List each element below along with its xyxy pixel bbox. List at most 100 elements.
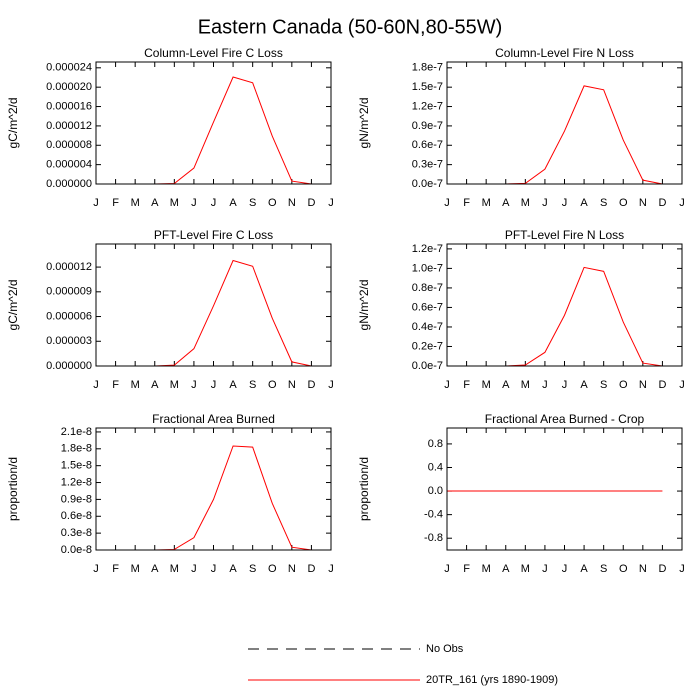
y-axis-label: gC/m^2/d [6, 98, 20, 149]
x-tick-label: S [249, 197, 256, 209]
x-tick-label: A [502, 197, 510, 209]
panel-title: Column-Level Fire N Loss [495, 46, 634, 60]
y-axis-label: proportion/d [6, 457, 20, 521]
x-tick-label: D [307, 379, 315, 391]
y-tick-label: 0.000006 [46, 310, 92, 322]
x-tick-label: N [288, 379, 296, 391]
x-tick-label: A [502, 379, 510, 391]
x-tick-label: O [619, 197, 628, 209]
x-tick-label: J [93, 197, 99, 209]
x-tick-label: J [542, 379, 548, 391]
y-tick-label: 0.000008 [46, 139, 92, 151]
x-tick-label: O [619, 379, 628, 391]
x-tick-label: F [112, 197, 119, 209]
y-axis-label: proportion/d [357, 457, 371, 521]
x-tick-label: J [191, 197, 197, 209]
y-tick-label: 0.4e-7 [412, 321, 443, 333]
x-tick-label: M [482, 563, 491, 575]
legend-label: 20TR_161 (yrs 1890-1909) [426, 674, 558, 686]
y-tick-label: 0.9e-7 [412, 120, 443, 132]
x-tick-label: S [249, 563, 256, 575]
x-tick-label: A [229, 197, 237, 209]
x-tick-label: A [151, 197, 159, 209]
x-tick-label: S [249, 379, 256, 391]
y-tick-label: 1.0e-7 [412, 262, 443, 274]
x-tick-label: M [131, 563, 140, 575]
x-tick-label: J [211, 197, 217, 209]
panel-title: Fractional Area Burned - Crop [485, 412, 645, 426]
x-tick-label: J [328, 563, 334, 575]
y-tick-label: 1.2e-7 [412, 243, 443, 255]
x-tick-label: M [521, 379, 530, 391]
y-tick-label: 0.000020 [46, 81, 92, 93]
x-tick-label: N [288, 563, 296, 575]
x-tick-label: J [562, 379, 568, 391]
x-tick-label: F [463, 563, 470, 575]
y-tick-label: 0.000024 [46, 62, 92, 74]
x-tick-label: A [502, 563, 510, 575]
x-tick-label: S [600, 197, 607, 209]
plot-frame [446, 427, 683, 551]
x-tick-label: D [307, 563, 315, 575]
x-tick-label: J [211, 379, 217, 391]
x-tick-label: M [170, 197, 179, 209]
x-tick-label: J [328, 379, 334, 391]
y-tick-label: 0.8 [428, 438, 443, 450]
x-tick-label: J [444, 197, 450, 209]
x-tick-label: A [580, 197, 588, 209]
y-axis-label: gN/m^2/d [357, 280, 371, 331]
x-tick-label: D [658, 379, 666, 391]
x-tick-label: J [679, 563, 685, 575]
x-tick-label: S [600, 563, 607, 575]
y-tick-label: 0.000009 [46, 286, 92, 298]
x-tick-label: F [112, 563, 119, 575]
x-tick-label: D [658, 563, 666, 575]
y-tick-label: 1.5e-7 [412, 81, 443, 93]
x-tick-label: O [268, 379, 277, 391]
y-tick-label: 0.000003 [46, 335, 92, 347]
data-line [96, 445, 312, 551]
x-tick-label: J [93, 563, 99, 575]
panel-title: Fractional Area Burned [152, 412, 275, 426]
x-tick-label: J [211, 563, 217, 575]
x-tick-label: M [521, 563, 530, 575]
data-line [447, 266, 663, 367]
main-title: Eastern Canada (50-60N,80-55W) [198, 16, 503, 38]
x-tick-label: J [562, 197, 568, 209]
data-line [96, 76, 312, 185]
x-tick-label: J [679, 197, 685, 209]
y-tick-label: 1.8e-8 [61, 443, 92, 455]
panel-title: PFT-Level Fire C Loss [154, 228, 273, 242]
y-tick-label: -0.4 [424, 509, 443, 521]
x-tick-label: O [268, 197, 277, 209]
x-tick-label: M [131, 379, 140, 391]
y-tick-label: 0.4 [428, 461, 443, 473]
x-tick-label: J [679, 379, 685, 391]
x-tick-label: A [229, 563, 237, 575]
x-tick-label: O [619, 563, 628, 575]
y-tick-label: 0.6e-7 [412, 301, 443, 313]
x-tick-label: A [580, 563, 588, 575]
x-tick-label: J [444, 379, 450, 391]
x-tick-label: J [93, 379, 99, 391]
y-tick-label: 1.8e-7 [412, 62, 443, 74]
y-tick-label: 0.0 [428, 485, 443, 497]
data-line [96, 259, 312, 367]
x-tick-label: F [463, 197, 470, 209]
x-tick-label: M [482, 379, 491, 391]
y-tick-label: 0.000012 [46, 120, 92, 132]
x-tick-label: J [562, 563, 568, 575]
x-tick-label: A [151, 563, 159, 575]
x-tick-label: O [268, 563, 277, 575]
panel-title: Column-Level Fire C Loss [144, 46, 283, 60]
x-tick-label: J [328, 197, 334, 209]
y-tick-label: 0.000012 [46, 261, 92, 273]
y-tick-label: 0.000000 [46, 178, 92, 190]
x-tick-label: J [444, 563, 450, 575]
x-tick-label: F [112, 379, 119, 391]
y-tick-label: 0.8e-7 [412, 282, 443, 294]
y-tick-label: 0.000000 [46, 360, 92, 372]
plot-frame [95, 243, 332, 367]
